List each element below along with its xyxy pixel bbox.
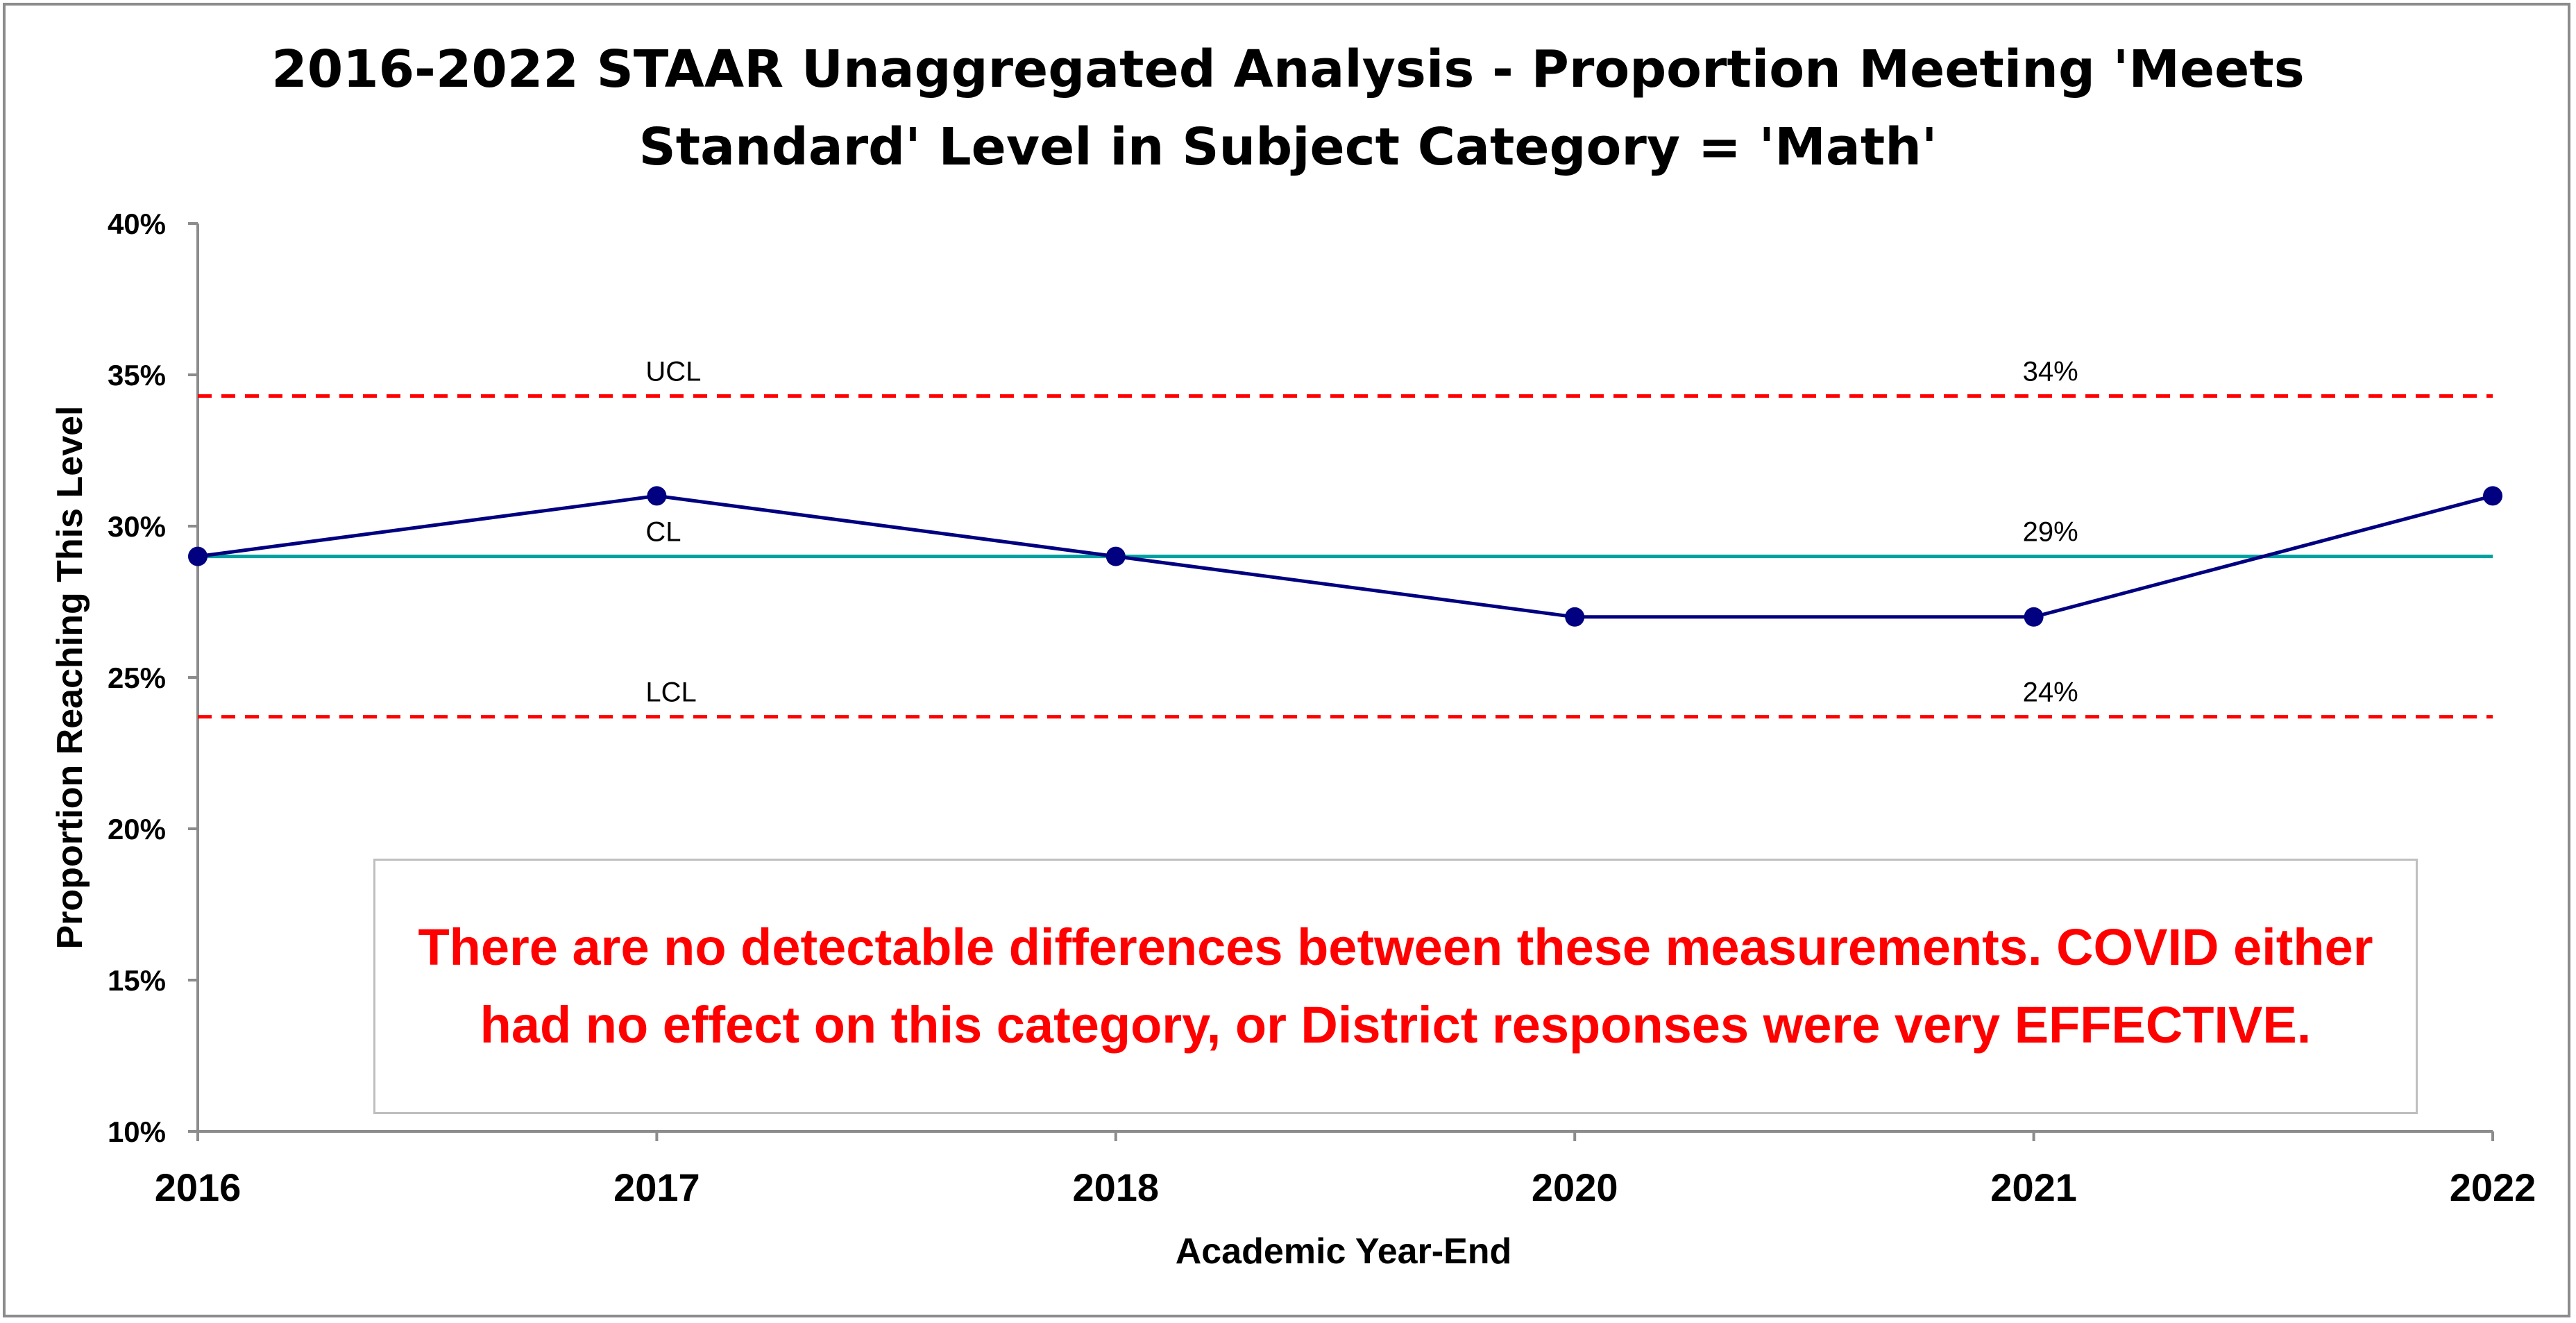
series-layer: [188, 486, 2502, 627]
x-tick-label: 2021: [1990, 1165, 2077, 1209]
y-tick-label: 40%: [108, 208, 166, 240]
data-point-2016: [188, 546, 207, 566]
chart-title: 2016-2022 STAAR Unaggregated Analysis - …: [0, 31, 2576, 186]
cl-value-label: 29%: [2023, 517, 2078, 548]
chart-frame: [3, 3, 2570, 1317]
x-tick-label: 2018: [1073, 1165, 1160, 1209]
lcl-label: LCL: [645, 677, 696, 708]
x-tick-label: 2016: [155, 1165, 242, 1209]
y-axis-title: Proportion Reaching This Level: [50, 406, 90, 950]
x-axis-title: Academic Year-End: [1176, 1231, 1512, 1272]
chart-title-line-1: 2016-2022 STAAR Unaggregated Analysis - …: [271, 40, 2305, 99]
ucl-label: UCL: [645, 357, 701, 387]
control-lines: UCL 34% CL 29% LCL 24%: [198, 357, 2493, 719]
y-tick-label: 15%: [108, 964, 166, 997]
data-point-2022: [2483, 486, 2502, 506]
x-ticks: 2016 2017 2018 2020 2021 2022: [155, 1131, 2536, 1209]
data-point-2020: [1565, 607, 1585, 627]
y-tick-label: 35%: [108, 359, 166, 391]
x-tick-label: 2022: [2450, 1165, 2536, 1209]
data-point-2021: [2024, 607, 2044, 627]
x-tick-label: 2017: [613, 1165, 700, 1209]
y-ticks: 10% 15% 20% 25% 30% 35% 40%: [108, 208, 198, 1148]
lcl-value-label: 24%: [2023, 677, 2078, 708]
annotation-box: There are no detectable differences betw…: [373, 859, 2418, 1114]
data-point-2018: [1105, 546, 1126, 566]
chart-title-line-2: Standard' Level in Subject Category = 'M…: [638, 117, 1938, 177]
data-point-2017: [647, 486, 667, 506]
y-tick-label: 25%: [108, 662, 166, 694]
y-tick-label: 30%: [108, 510, 166, 543]
y-tick-label: 10%: [108, 1115, 166, 1148]
y-tick-label: 20%: [108, 813, 166, 845]
annotation-text: There are no detectable differences betw…: [418, 918, 2373, 1054]
cl-label: CL: [645, 517, 681, 548]
series-line: [197, 494, 2493, 619]
x-tick-label: 2020: [1532, 1165, 1618, 1209]
ucl-value-label: 34%: [2023, 357, 2078, 387]
